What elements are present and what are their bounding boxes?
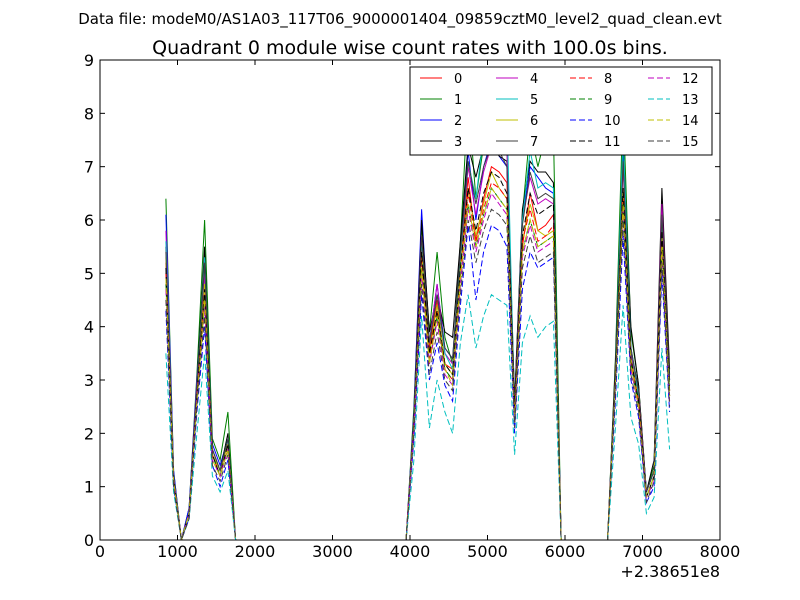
legend-label-11: 11 [604, 135, 621, 150]
series-line-15 [165, 208, 671, 541]
legend-label-5: 5 [530, 93, 538, 108]
y-tick-label: 0 [84, 531, 94, 550]
x-tick-label: 7000 [622, 542, 663, 561]
legend-label-6: 6 [530, 114, 538, 129]
x-offset-text: +2.38651e8 [620, 562, 720, 581]
legend-label-7: 7 [530, 135, 538, 150]
legend-label-3: 3 [454, 135, 462, 150]
y-tick-label: 3 [84, 371, 94, 390]
x-tick-label: 4000 [390, 542, 431, 561]
legend-label-0: 0 [454, 72, 462, 87]
legend-label-14: 14 [682, 114, 699, 129]
chart-suptitle: Data file: modeM0/AS1A03_117T06_90000014… [78, 10, 722, 29]
x-axis: 0 1000 2000 3000 4000 5000 6000 7000 8000 [95, 60, 740, 561]
legend-label-9: 9 [604, 93, 612, 108]
legend-label-13: 13 [682, 93, 699, 108]
chart-title: Quadrant 0 module wise count rates with … [152, 37, 668, 59]
y-tick-label: 1 [84, 478, 94, 497]
y-tick-label: 5 [84, 264, 94, 283]
legend-label-12: 12 [682, 72, 699, 87]
x-tick-label: 8000 [700, 542, 741, 561]
legend-label-8: 8 [604, 72, 612, 87]
legend-label-15: 15 [682, 135, 699, 150]
legend-box [409, 66, 713, 156]
y-tick-label: 9 [84, 51, 94, 70]
x-tick-label: 1000 [157, 542, 198, 561]
x-tick-label: 6000 [545, 542, 586, 561]
legend-label-10: 10 [604, 114, 621, 129]
legend-label-1: 1 [454, 93, 462, 108]
x-tick-label: 5000 [467, 542, 508, 561]
x-tick-label: 3000 [312, 542, 353, 561]
x-tick-label: 2000 [235, 542, 276, 561]
x-tick-label: 0 [95, 542, 105, 561]
y-tick-label: 6 [84, 211, 94, 230]
y-tick-label: 4 [84, 318, 94, 337]
legend-label-2: 2 [454, 114, 462, 129]
y-tick-label: 7 [84, 158, 94, 177]
y-tick-label: 8 [84, 104, 94, 123]
y-tick-label: 2 [84, 424, 94, 443]
legend-label-4: 4 [530, 72, 538, 87]
